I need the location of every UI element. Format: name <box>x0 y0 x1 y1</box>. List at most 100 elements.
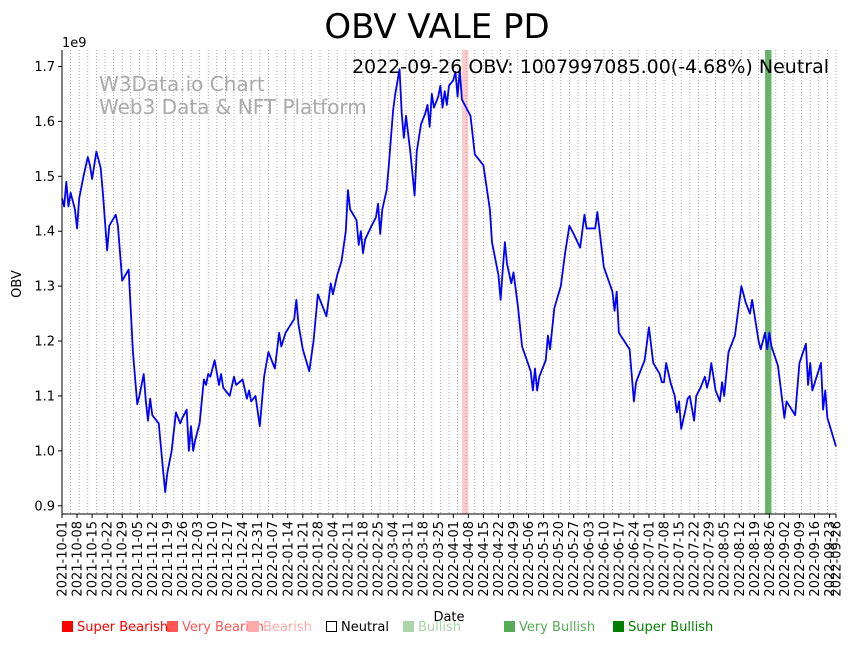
x-tick-label: 2021-11-26 <box>176 521 191 597</box>
x-tick-label: 2022-06-24 <box>627 521 642 597</box>
y-tick-label: 1.0 <box>34 444 55 459</box>
y-axis-label: OBV <box>10 270 25 298</box>
legend-swatch-icon <box>62 621 73 632</box>
watermark-line-1: W3Data.io Chart <box>99 72 265 96</box>
x-tick-label: 2021-12-31 <box>251 521 266 597</box>
legend-swatch-icon <box>326 621 337 632</box>
x-tick-label: 2022-05-06 <box>522 521 537 597</box>
x-tick-label: 2022-08-26 <box>763 521 778 597</box>
x-tick-label: 2022-09-16 <box>808 521 823 597</box>
signal-band-very-bullish <box>765 50 772 514</box>
legend-label: Very Bearish <box>182 620 264 635</box>
x-tick-label: 2021-11-12 <box>146 521 161 597</box>
x-tick-label: 2022-04-22 <box>492 521 507 597</box>
x-tick-label: 2022-05-20 <box>552 521 567 597</box>
signal-legend: Super Bearish Very Bearish Bearish Neutr… <box>0 620 855 640</box>
x-tick-label: 2022-04-01 <box>447 521 462 597</box>
legend-very-bullish: Very Bullish <box>504 620 595 635</box>
x-tick-label: 2021-12-03 <box>191 521 206 597</box>
legend-swatch-icon <box>613 621 624 632</box>
legend-label: Neutral <box>341 620 389 635</box>
signal-band-bearish <box>461 50 469 514</box>
y-tick-label: 1.2 <box>34 335 55 350</box>
x-tick-label: 2022-02-25 <box>372 521 387 597</box>
legend-swatch-icon <box>248 621 259 632</box>
x-tick-label: 2022-08-12 <box>733 521 748 597</box>
y-tick-label: 0.9 <box>34 499 55 514</box>
x-tick-label: 2021-10-22 <box>101 521 116 597</box>
x-tick-label: 2022-03-25 <box>432 521 447 597</box>
x-tick-label: 2022-09-09 <box>793 521 808 597</box>
x-tick-label: 2022-07-22 <box>688 521 703 597</box>
watermark: W3Data.io Chart Web3 Data & NFT Platform <box>99 72 367 119</box>
legend-label: Super Bearish <box>77 620 169 635</box>
signal-bands <box>461 50 772 514</box>
x-tick-label: 2022-03-18 <box>417 521 432 597</box>
x-tick-label: 2022-01-21 <box>296 521 311 597</box>
x-tick-label: 2022-02-04 <box>326 521 341 597</box>
x-tick-label: 2021-12-24 <box>236 521 251 597</box>
x-tick-label: 2022-09-26 <box>830 521 845 597</box>
x-axis-ticks: 2021-10-01 2021-10-08 2021-10-15 2021-10-22… <box>56 514 845 597</box>
x-tick-label: 2022-09-23 <box>823 521 838 597</box>
x-tick-label: 2022-02-11 <box>341 521 356 597</box>
legend-label: Super Bullish <box>628 620 714 635</box>
x-tick-label: 2022-07-29 <box>703 521 718 597</box>
x-tick-label: 2021-12-17 <box>221 521 236 597</box>
y-offset-label: 1e9 <box>62 36 87 51</box>
legend-swatch-icon <box>504 621 515 632</box>
legend-super-bullish: Super Bullish <box>613 620 713 635</box>
x-tick-label: 2021-11-19 <box>161 521 176 597</box>
obv-series-line <box>61 68 837 493</box>
chart-annotation: 2022-09-26 OBV: 1007997085.00(-4.68%) Ne… <box>352 56 829 78</box>
x-axis-label: Date <box>433 610 464 625</box>
x-tick-label: 2022-05-27 <box>567 521 582 597</box>
x-tick-label: 2022-09-02 <box>778 521 793 597</box>
legend-neutral: Neutral <box>326 620 389 635</box>
x-tick-label: 2022-07-15 <box>673 521 688 597</box>
x-tick-label: 2022-04-08 <box>462 521 477 597</box>
x-tick-label: 2021-10-01 <box>56 521 71 597</box>
x-tick-label: 2021-10-08 <box>71 521 86 597</box>
legend-swatch-icon <box>167 621 178 632</box>
legend-label: Bearish <box>263 620 312 635</box>
legend-very-bearish: Very Bearish <box>167 620 264 635</box>
x-tick-label: 2022-07-01 <box>642 521 657 597</box>
x-tick-label: 2022-01-28 <box>311 521 326 597</box>
x-tick-label: 2022-01-07 <box>266 521 281 597</box>
y-tick-label: 1.4 <box>34 225 55 240</box>
y-axis-ticks: 0.9 1.0 1.1 1.2 1.3 1.4 1.5 1.6 1.7 <box>34 60 62 514</box>
y-tick-label: 1.7 <box>34 60 55 75</box>
x-tick-label: 2022-08-19 <box>748 521 763 597</box>
x-tick-label: 2021-11-05 <box>131 521 146 597</box>
vertical-grid <box>61 50 837 514</box>
x-tick-label: 2021-12-10 <box>206 521 221 597</box>
y-tick-label: 1.5 <box>34 170 55 185</box>
x-tick-label: 2022-06-03 <box>582 521 597 597</box>
legend-label: Bullish <box>418 620 462 635</box>
chart-title: OBV VALE PD <box>324 7 549 47</box>
x-tick-label: 2022-05-13 <box>537 521 552 597</box>
x-tick-label: 2022-02-18 <box>357 521 372 597</box>
x-tick-label: 2022-08-05 <box>718 521 733 597</box>
x-tick-label: 2021-10-29 <box>116 521 131 597</box>
legend-label: Very Bullish <box>519 620 596 635</box>
x-tick-label: 2022-04-15 <box>477 521 492 597</box>
x-tick-label: 2022-06-17 <box>612 521 627 597</box>
legend-bearish: Bearish <box>248 620 312 635</box>
y-tick-label: 1.6 <box>34 115 55 130</box>
watermark-line-2: Web3 Data & NFT Platform <box>99 95 367 119</box>
legend-super-bearish: Super Bearish <box>62 620 168 635</box>
x-tick-label: 2022-03-04 <box>387 521 402 597</box>
x-tick-label: 2022-03-11 <box>402 521 417 597</box>
legend-swatch-icon <box>403 621 414 632</box>
x-tick-label: 2022-01-14 <box>281 521 296 597</box>
x-tick-label: 2022-07-08 <box>658 521 673 597</box>
legend-bullish: Bullish <box>403 620 461 635</box>
y-tick-label: 1.1 <box>34 389 55 404</box>
x-tick-label: 2022-04-29 <box>507 521 522 597</box>
x-tick-label: 2022-06-10 <box>597 521 612 597</box>
y-tick-label: 1.3 <box>34 280 55 295</box>
x-tick-label: 2021-10-15 <box>86 521 101 597</box>
